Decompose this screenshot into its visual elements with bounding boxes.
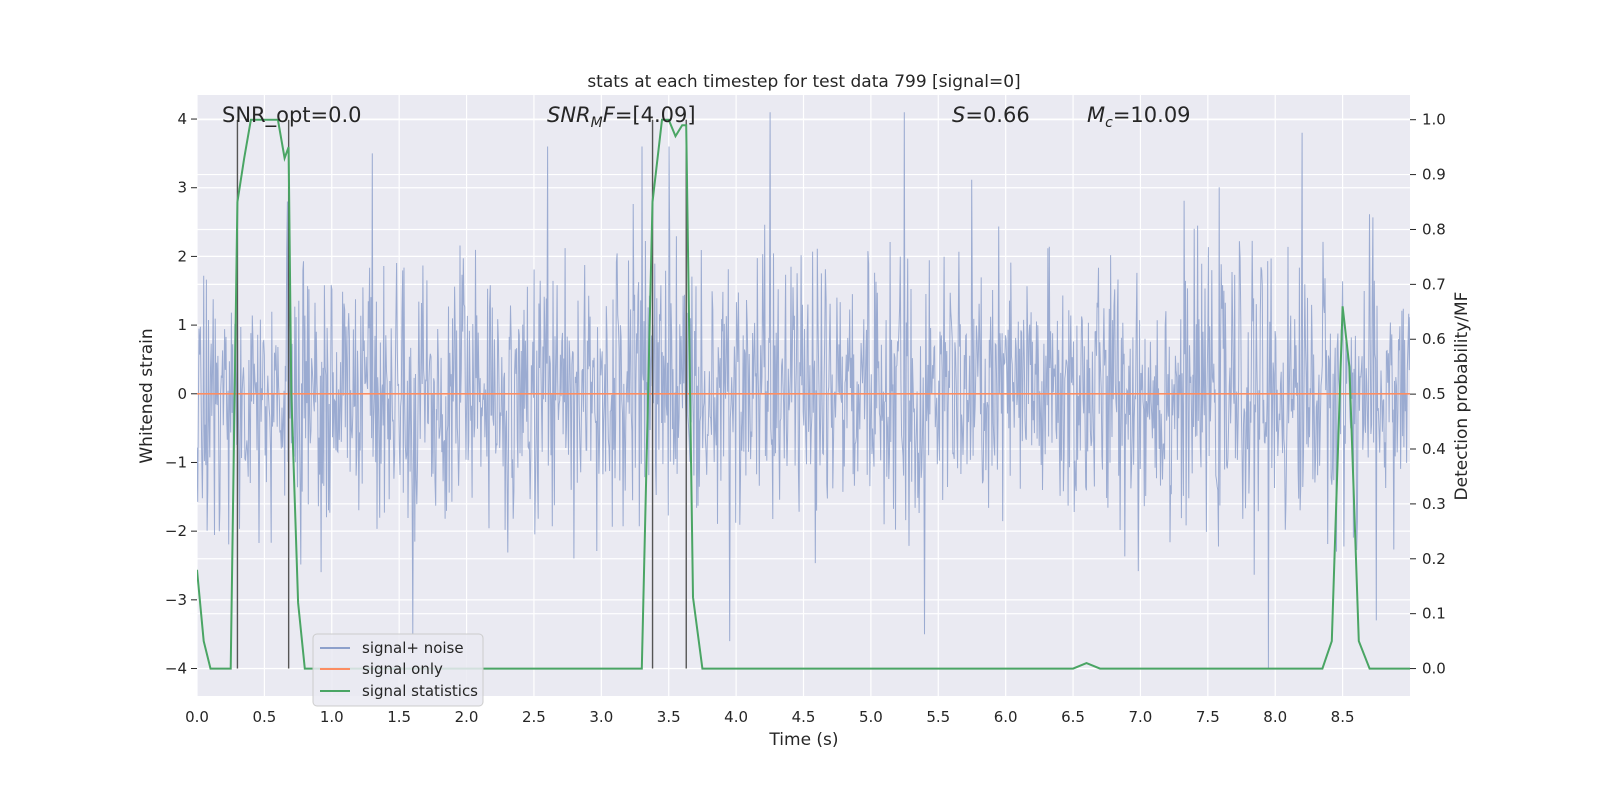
y-right-tick-label: 0.6 [1422,330,1446,348]
y-left-tick-label: 1 [177,316,187,334]
y-right-axis-ticks: 0.0 0.1 0.2 0.3 0.4 0.5 0.6 0.7 0.8 0.9 1.0 [1410,111,1446,678]
annotation-s-value: =0.66 [965,103,1029,127]
y-left-tick-label: −1 [165,453,187,471]
series-signal-statistics-line [197,118,1410,670]
y-left-tick-label: 2 [177,247,187,265]
y-left-tick-label: −2 [165,522,187,540]
y-right-tick-label: 1.0 [1422,111,1446,129]
x-tick-label: 7.5 [1196,708,1220,726]
y-right-tick-label: 0.3 [1422,495,1446,513]
annotation-mc-value: =10.09 [1113,103,1191,127]
x-tick-label: 1.5 [387,708,411,726]
annotation-mc: Mc=10.09 [1087,103,1191,131]
x-tick-label: 0.0 [185,708,209,726]
chart-title: stats at each timestep for test data 799… [587,72,1020,92]
y-left-tick-label: 0 [177,385,187,403]
y-right-tick-label: 0.5 [1422,385,1446,403]
annotation-snr-mf-f: F [603,103,616,127]
x-tick-label: 0.5 [252,708,276,726]
x-tick-label: 1.0 [320,708,344,726]
annotation-s: S=0.66 [952,103,1030,127]
x-tick-label: 3.0 [589,708,613,726]
y-left-tick-label: 4 [177,110,187,128]
x-tick-label: 6.0 [994,708,1018,726]
y-right-tick-label: 0.1 [1422,605,1446,623]
y-left-axis-ticks: −4 −3 −2 −1 0 1 2 3 4 [165,110,197,678]
legend-label-signal-noise: signal+ noise [362,639,464,657]
y-left-tick-label: 3 [177,179,187,197]
annotation-snr-opt: SNR_opt=0.0 [222,103,362,128]
y-right-tick-label: 0.0 [1422,660,1446,678]
legend-box [312,633,484,707]
y-left-tick-label: −4 [165,660,187,678]
annotation-snr-mf-subscript: M [591,115,603,131]
x-tick-label: 8.5 [1331,708,1355,726]
x-tick-label: 6.5 [1061,708,1085,726]
y-right-tick-label: 0.2 [1422,550,1446,568]
series-signal-noise-line [197,112,1410,669]
annotation-mc-subscript: c [1105,115,1113,131]
x-tick-label: 5.5 [926,708,950,726]
annotation-snr-mf-value: =[4.09] [615,103,696,127]
x-tick-label: 3.5 [657,708,681,726]
y-left-axis-label: Whitened strain [137,328,157,463]
y-left-tick-label: −3 [165,591,187,609]
x-tick-label: 5.0 [859,708,883,726]
y-right-tick-label: 0.4 [1422,440,1446,458]
x-tick-label: 2.5 [522,708,546,726]
annotation-snr-mf-symbol: SNR [547,103,591,127]
x-axis-ticks: 0.0 0.5 1.0 1.5 2.0 2.5 3.0 3.5 4.0 4.5 5.0 5.5 6.0 6… [185,708,1354,726]
legend-label-signal-statistics: signal statistics [362,682,478,700]
y-right-tick-label: 0.7 [1422,275,1446,293]
x-tick-label: 7.0 [1129,708,1153,726]
annotation-snr-mf: SNRMF=[4.09] [547,103,696,131]
x-tick-label: 2.0 [455,708,479,726]
x-axis-label: Time (s) [768,730,838,750]
legend: signal+ noise signal only signal statist… [312,633,484,707]
y-right-tick-label: 0.8 [1422,220,1446,238]
y-right-tick-label: 0.9 [1422,166,1446,184]
y-right-axis-label: Detection probability/MF [1452,292,1472,501]
annotation-mc-symbol: M [1087,103,1105,127]
x-tick-label: 4.0 [724,708,748,726]
legend-label-signal-only: signal only [362,660,443,678]
x-tick-label: 4.5 [792,708,816,726]
x-tick-label: 8.0 [1263,708,1287,726]
annotation-s-symbol: S [952,103,965,127]
